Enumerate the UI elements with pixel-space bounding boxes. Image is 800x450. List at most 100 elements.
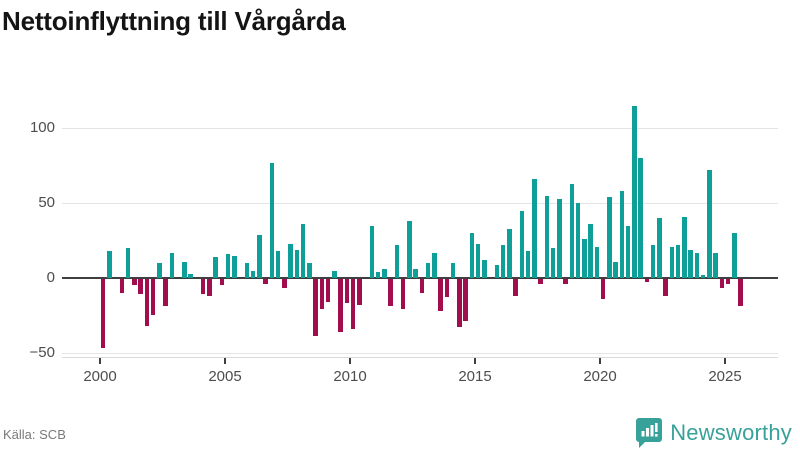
bar-2012Q3 bbox=[413, 269, 418, 278]
bar-2024Q1 bbox=[700, 275, 706, 278]
bar-2009Q4 bbox=[344, 279, 350, 303]
bar-2009Q2 bbox=[332, 270, 337, 278]
newsworthy-wordmark: Newsworthy bbox=[670, 419, 792, 445]
page-title: Nettoinflyttning till Vårgårda bbox=[2, 6, 346, 36]
bar-2021Q1 bbox=[625, 225, 631, 278]
bar-2006Q4 bbox=[269, 162, 275, 278]
bar-2019Q1 bbox=[575, 203, 581, 278]
newsworthy-logo-icon bbox=[635, 417, 663, 448]
bar-2014Q3 bbox=[463, 279, 468, 321]
bar-2025Q2 bbox=[732, 233, 737, 278]
bar-2016Q2 bbox=[507, 228, 512, 278]
bar-2012Q2 bbox=[407, 221, 412, 278]
bar-2008Q4 bbox=[319, 279, 325, 309]
bar-2012Q4 bbox=[419, 279, 425, 293]
bar-2024Q4 bbox=[719, 279, 725, 288]
bar-2007Q1 bbox=[275, 251, 281, 278]
bar-2007Q3 bbox=[288, 243, 293, 278]
bar-2009Q1 bbox=[325, 279, 331, 302]
bar-2025Q1 bbox=[725, 279, 731, 284]
bar-2010Q4 bbox=[369, 225, 375, 278]
bar-2024Q2 bbox=[707, 170, 712, 278]
bar-2020Q2 bbox=[607, 197, 612, 278]
y-axis-tick-label: 50 bbox=[38, 194, 55, 211]
bar-2001Q4 bbox=[144, 279, 150, 326]
newsworthy-logo: Newsworthy bbox=[635, 417, 792, 448]
bar-2022Q1 bbox=[650, 245, 656, 278]
x-axis-tick-mark bbox=[224, 358, 226, 364]
bar-2019Q2 bbox=[582, 239, 587, 278]
bar-2021Q3 bbox=[638, 158, 643, 278]
bar-2020Q3 bbox=[613, 261, 618, 278]
bar-2002Q1 bbox=[150, 279, 156, 315]
bar-2013Q4 bbox=[444, 279, 450, 297]
bar-2002Q2 bbox=[157, 263, 162, 278]
bar-2014Q2 bbox=[457, 279, 462, 327]
bar-2013Q1 bbox=[425, 263, 431, 278]
x-axis-tick-label: 2010 bbox=[333, 368, 367, 385]
bar-2023Q1 bbox=[675, 245, 681, 278]
bar-2015Q4 bbox=[494, 264, 500, 278]
bar-2013Q2 bbox=[432, 252, 437, 278]
bar-2015Q1 bbox=[475, 243, 481, 278]
bar-2009Q3 bbox=[338, 279, 343, 332]
bar-2010Q1 bbox=[350, 279, 356, 329]
bar-2017Q2 bbox=[532, 179, 537, 278]
x-axis-tick-mark bbox=[349, 358, 351, 364]
bar-2008Q1 bbox=[300, 224, 306, 278]
bar-2019Q3 bbox=[588, 224, 593, 278]
bar-2003Q2 bbox=[182, 261, 187, 278]
source-label: Källa: SCB bbox=[3, 427, 66, 442]
bar-2011Q2 bbox=[382, 269, 387, 278]
bar-2001Q2 bbox=[132, 279, 137, 285]
bar-2007Q4 bbox=[294, 249, 300, 278]
bar-2006Q2 bbox=[257, 234, 262, 278]
x-axis-line bbox=[62, 357, 778, 358]
bar-2020Q4 bbox=[619, 191, 625, 278]
bar-2017Q3 bbox=[538, 279, 543, 284]
bar-2003Q3 bbox=[188, 273, 193, 278]
x-axis-tick-label: 2000 bbox=[83, 368, 117, 385]
bar-2016Q4 bbox=[519, 210, 525, 278]
zero-axis-line bbox=[62, 277, 778, 279]
bar-2000Q1 bbox=[100, 279, 106, 348]
bar-2012Q1 bbox=[400, 279, 406, 309]
x-axis-tick-label: 2005 bbox=[208, 368, 242, 385]
bar-2002Q4 bbox=[169, 252, 175, 278]
bar-2014Q1 bbox=[450, 263, 456, 278]
x-axis-tick-label: 2015 bbox=[458, 368, 492, 385]
bar-2005Q4 bbox=[244, 263, 250, 278]
bar-2018Q3 bbox=[563, 279, 568, 284]
bar-2000Q4 bbox=[119, 279, 125, 293]
x-axis-tick-mark bbox=[474, 358, 476, 364]
bar-2004Q2 bbox=[207, 279, 212, 296]
x-axis-tick-label: 2020 bbox=[583, 368, 617, 385]
bar-2023Q2 bbox=[682, 216, 687, 278]
bar-2002Q3 bbox=[163, 279, 168, 306]
gridline-y-50 bbox=[62, 353, 778, 354]
bar-2014Q4 bbox=[469, 233, 475, 278]
y-axis-tick-label: 0 bbox=[46, 269, 55, 286]
bar-2013Q3 bbox=[438, 279, 443, 311]
bar-2011Q1 bbox=[375, 272, 381, 278]
bar-2018Q4 bbox=[569, 183, 575, 278]
bar-2004Q3 bbox=[213, 257, 218, 278]
bar-2001Q3 bbox=[138, 279, 143, 294]
bar-2021Q4 bbox=[644, 279, 650, 282]
bar-2011Q4 bbox=[394, 245, 400, 278]
bar-2016Q3 bbox=[513, 279, 518, 296]
bar-2020Q1 bbox=[600, 279, 606, 299]
bar-2010Q2 bbox=[357, 279, 362, 305]
x-axis-tick-label: 2025 bbox=[708, 368, 742, 385]
bar-2000Q2 bbox=[107, 251, 112, 278]
gridline-y50 bbox=[62, 203, 778, 204]
bar-2022Q4 bbox=[669, 246, 675, 278]
x-axis-tick-mark bbox=[599, 358, 601, 364]
bar-2005Q1 bbox=[225, 254, 231, 278]
bar-2008Q2 bbox=[307, 263, 312, 278]
bar-2022Q3 bbox=[663, 279, 668, 296]
bar-2006Q3 bbox=[263, 279, 268, 284]
bar-2007Q2 bbox=[282, 279, 287, 288]
x-axis-tick-mark bbox=[99, 358, 101, 364]
